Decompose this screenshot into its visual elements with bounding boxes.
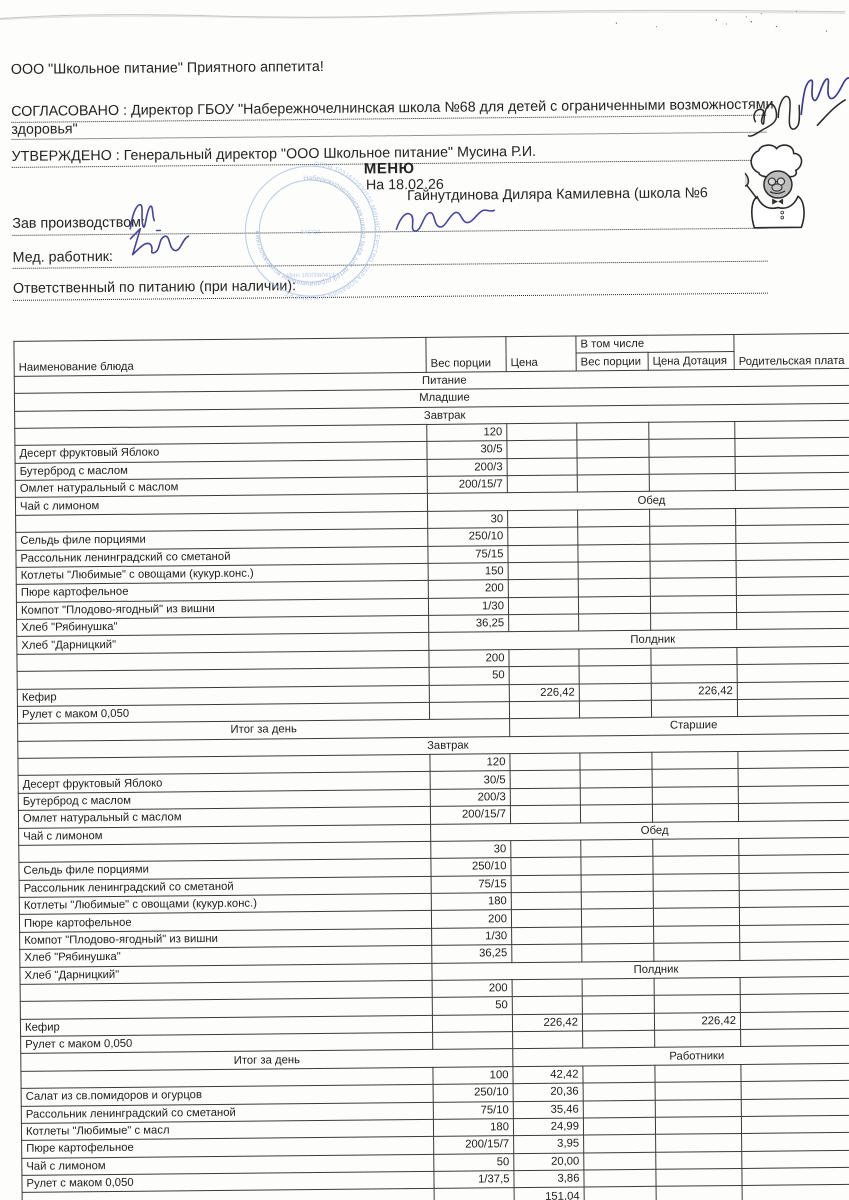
svg-text:ИНН 1650080413: ИНН 1650080413 xyxy=(287,273,336,279)
svg-text:ЗАСОЛ: ЗАСОЛ xyxy=(300,230,320,236)
